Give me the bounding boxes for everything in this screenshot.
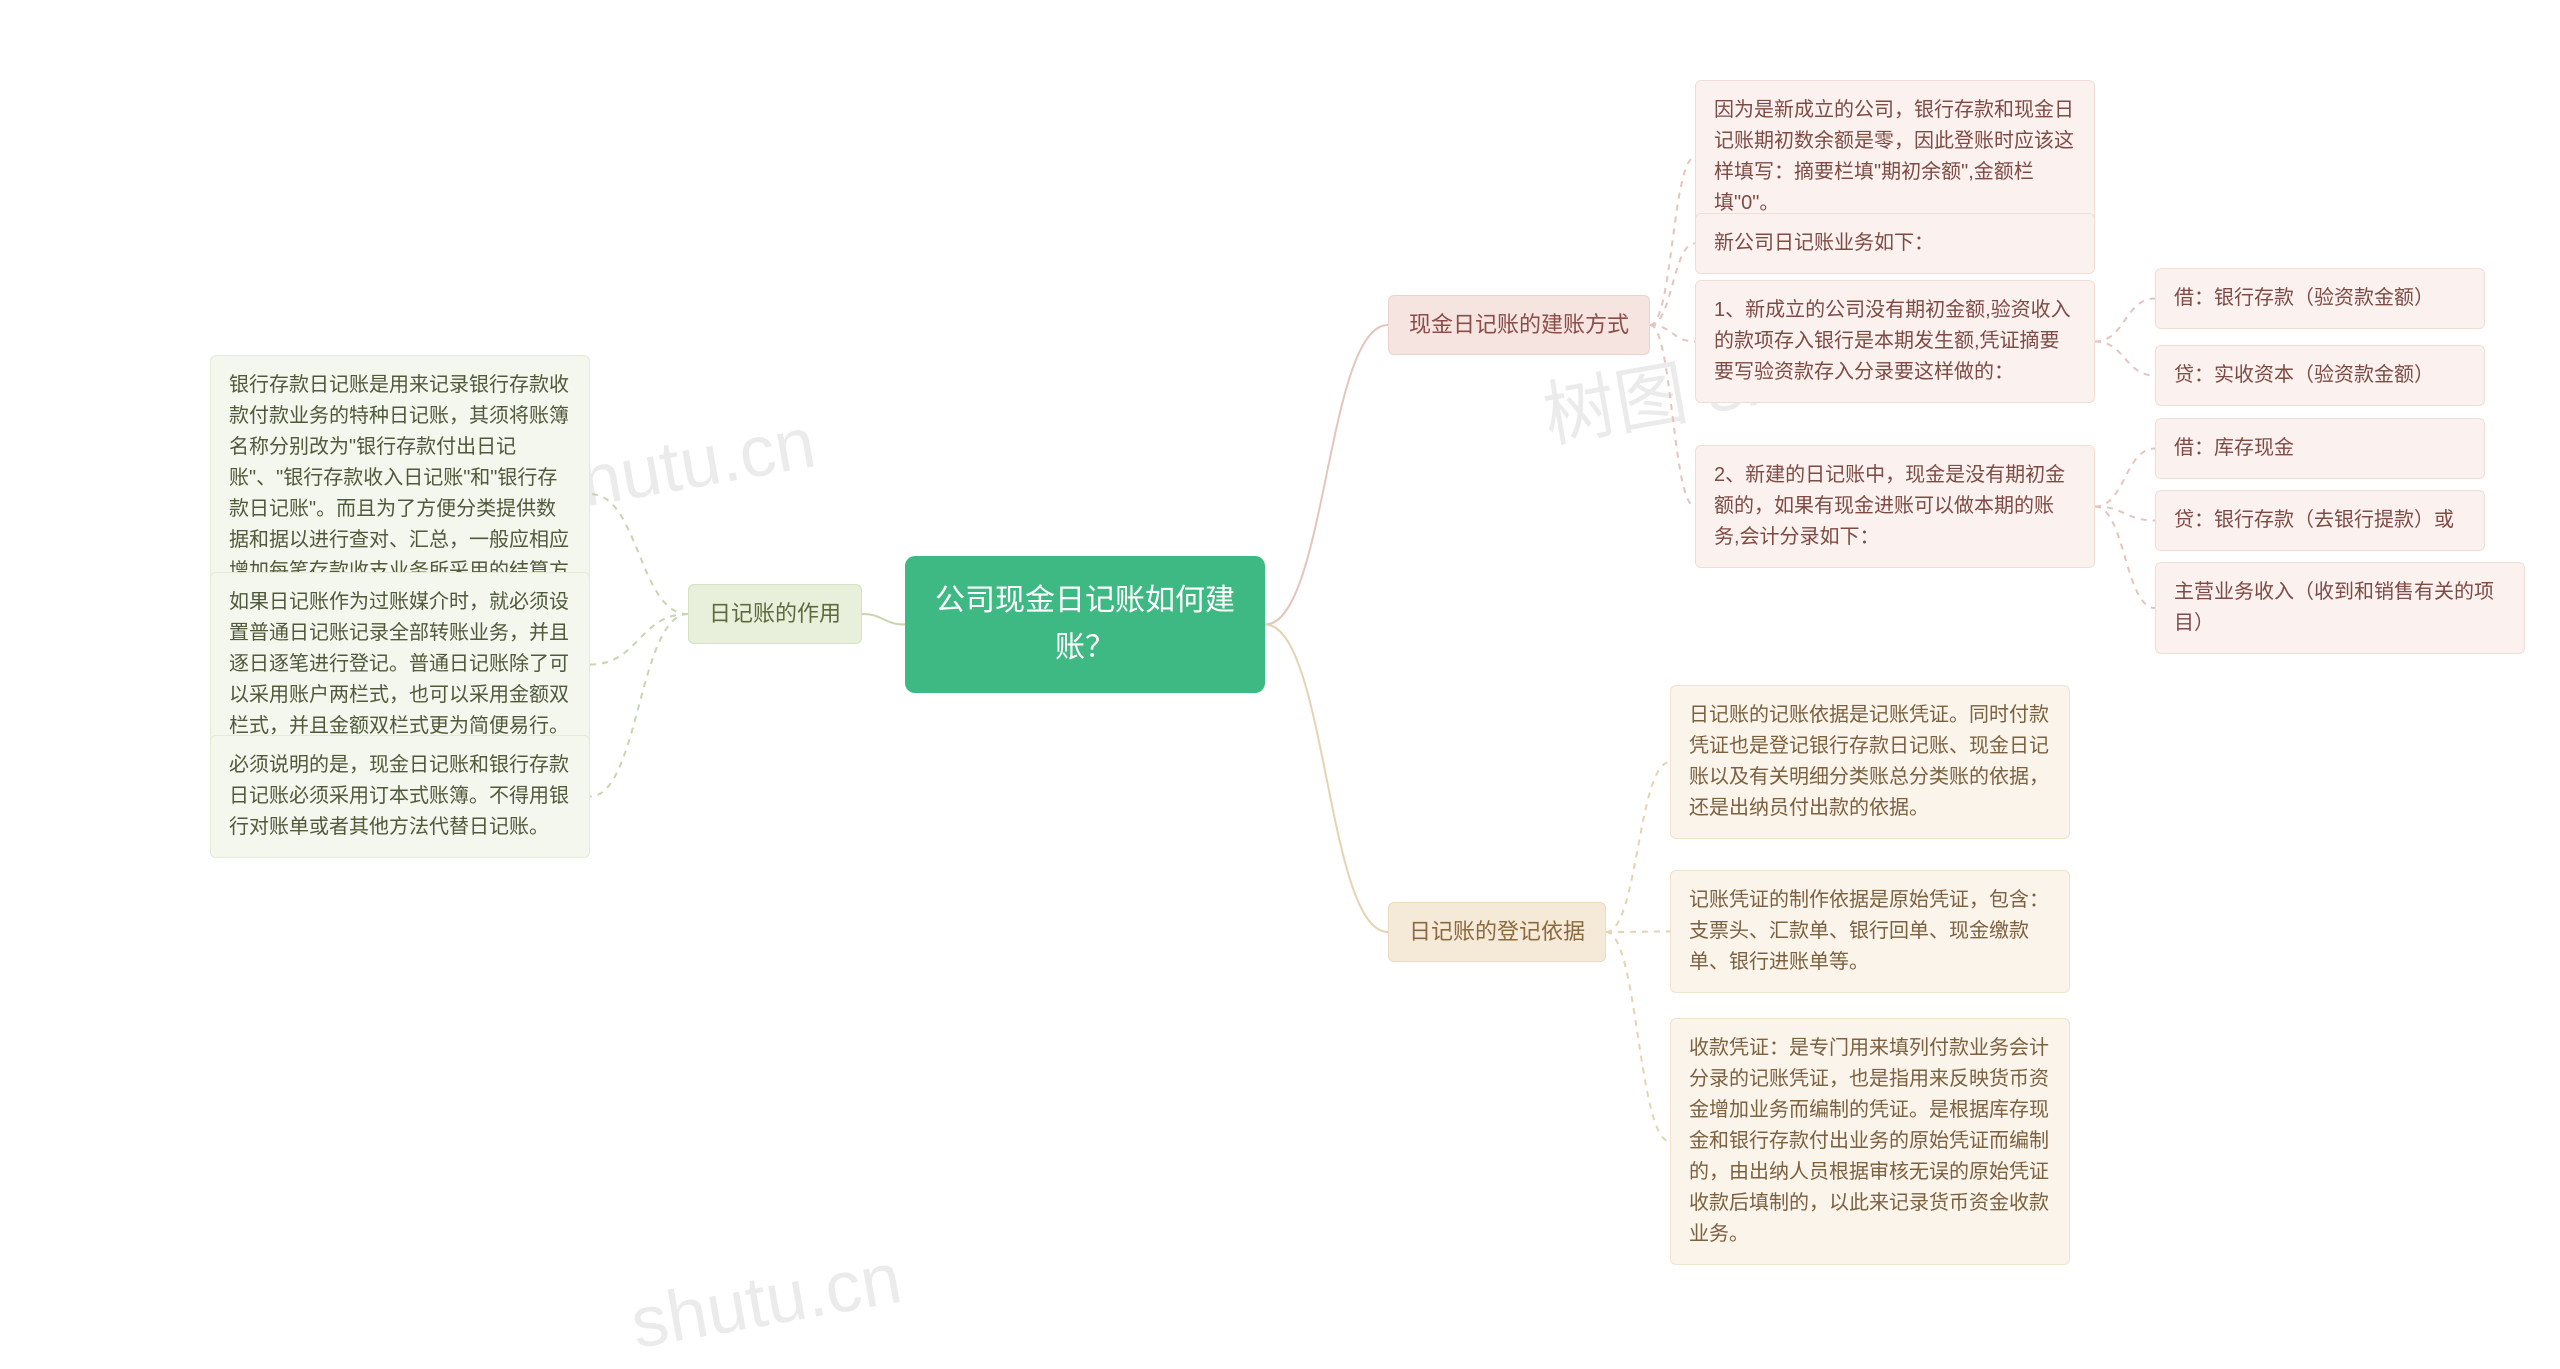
rb-leaf-0[interactable]: 日记账的记账依据是记账凭证。同时付款凭证也是登记银行存款日记账、现金日记账以及有… bbox=[1670, 685, 2070, 839]
branch-left[interactable]: 日记账的作用 bbox=[688, 584, 862, 644]
rb-leaf-2[interactable]: 收款凭证：是专门用来填列付款业务会计分录的记账凭证，也是指用来反映货币资金增加业… bbox=[1670, 1018, 2070, 1265]
left-leaf-2[interactable]: 必须说明的是，现金日记账和银行存款日记账必须采用订本式账簿。不得用银行对账单或者… bbox=[210, 735, 590, 858]
rt-leaf-2-child-1[interactable]: 贷：实收资本（验资款金额） bbox=[2155, 345, 2485, 406]
rt-leaf-3-child-0[interactable]: 借：库存现金 bbox=[2155, 418, 2485, 479]
watermark: shutu.cn bbox=[625, 1237, 907, 1365]
rt-leaf-1[interactable]: 新公司日记账业务如下： bbox=[1695, 213, 2095, 274]
branch-right-bottom[interactable]: 日记账的登记依据 bbox=[1388, 902, 1606, 962]
branch-right-top[interactable]: 现金日记账的建账方式 bbox=[1388, 295, 1650, 355]
rt-leaf-2-child-0[interactable]: 借：银行存款（验资款金额） bbox=[2155, 268, 2485, 329]
rt-leaf-0[interactable]: 因为是新成立的公司，银行存款和现金日记账期初数余额是零，因此登账时应该这样填写：… bbox=[1695, 80, 2095, 234]
rt-leaf-2[interactable]: 1、新成立的公司没有期初金额,验资收入的款项存入银行是本期发生额,凭证摘要要写验… bbox=[1695, 280, 2095, 403]
rt-leaf-3-child-2[interactable]: 主营业务收入（收到和销售有关的项目） bbox=[2155, 562, 2525, 654]
left-leaf-1[interactable]: 如果日记账作为过账媒介时，就必须设置普通日记账记录全部转账业务，并且逐日逐笔进行… bbox=[210, 572, 590, 757]
rb-leaf-1[interactable]: 记账凭证的制作依据是原始凭证，包含：支票头、汇款单、银行回单、现金缴款单、银行进… bbox=[1670, 870, 2070, 993]
rt-leaf-3-child-1[interactable]: 贷：银行存款（去银行提款）或 bbox=[2155, 490, 2485, 551]
root-node[interactable]: 公司现金日记账如何建账？ bbox=[905, 556, 1265, 693]
rt-leaf-3[interactable]: 2、新建的日记账中，现金是没有期初金额的，如果有现金进账可以做本期的账务,会计分… bbox=[1695, 445, 2095, 568]
